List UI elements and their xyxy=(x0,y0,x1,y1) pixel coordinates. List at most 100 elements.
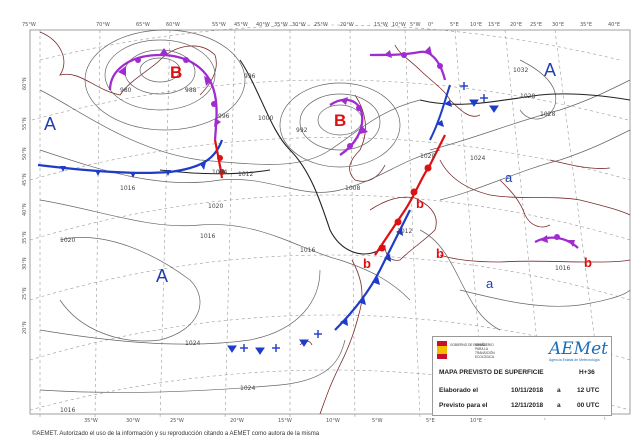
isobar-label: 1012 xyxy=(397,228,412,235)
occluded-front-ne xyxy=(369,46,447,81)
map-info-box: GOBIERNO DE ESPAÑA MINISTERIO PARA LA TR… xyxy=(432,336,612,416)
frontolysis-line xyxy=(227,82,499,355)
valid-date: 12/11/2018 xyxy=(511,402,544,409)
high-pressure-small-2: a xyxy=(486,276,494,291)
low-pressure-small-2: b xyxy=(363,256,371,271)
graticule-label: 55°N xyxy=(22,117,28,130)
low-pressure-small-4: b xyxy=(584,255,592,270)
graticule-label: 25°E xyxy=(530,22,542,28)
graticule-label: 40°W xyxy=(256,22,270,28)
graticule-label: 45°W xyxy=(234,22,248,28)
isobar-label: 996 xyxy=(244,73,256,80)
aemet-logo: AEMet Agencia Estatal de Meteorología xyxy=(543,339,608,365)
graticule-label: 5°W xyxy=(410,22,421,28)
isobar-label: 1016 xyxy=(300,247,315,254)
isobar-label: 1020 xyxy=(420,153,435,160)
high-pressure-west: A xyxy=(44,114,56,134)
lead-time: H+36 xyxy=(579,369,595,376)
high-pressure-northeast: A xyxy=(544,60,556,80)
graticule-label: 40°N xyxy=(22,203,28,216)
graticule-label: 65°W xyxy=(136,22,150,28)
isobar-label: 1000 xyxy=(258,115,273,122)
warm-front-west xyxy=(213,139,225,179)
graticule-label: 15°W xyxy=(278,418,292,424)
isobar-label: 992 xyxy=(296,127,308,134)
isobar-label: 1020 xyxy=(60,237,75,244)
isobar-label: 996 xyxy=(218,113,230,120)
isobar-label: 1028 xyxy=(540,111,555,118)
low-pressure-central: B xyxy=(334,111,346,130)
graticule-label: 55°W xyxy=(212,22,226,28)
isobar-label: 1028 xyxy=(520,93,535,100)
cold-front-iberia xyxy=(334,209,411,331)
aemet-subtitle: Agencia Estatal de Meteorología xyxy=(549,358,600,362)
graticule-label: 20°E xyxy=(510,22,522,28)
graticule-label: 30°W xyxy=(292,22,306,28)
map-title: MAPA PREVISTO DE SUPERFICIE xyxy=(439,369,544,376)
graticule-label: 30°E xyxy=(552,22,564,28)
isobar-label: 1008 xyxy=(345,185,360,192)
isobar-label: 1016 xyxy=(555,265,570,272)
graticule-label: 60°W xyxy=(166,22,180,28)
elaborated-date: 10/11/2018 xyxy=(511,387,544,394)
isobar-label: 1032 xyxy=(513,67,528,74)
low-pressure-small-3: b xyxy=(436,246,444,261)
graticule-label: 20°W xyxy=(230,418,244,424)
graticule-label: 75°W xyxy=(22,22,36,28)
map-frame xyxy=(29,29,631,415)
valid-at: a xyxy=(557,402,561,409)
isobar-label: 1024 xyxy=(240,385,255,392)
high-pressure-small-1: a xyxy=(505,170,513,185)
graticule-label: 25°W xyxy=(170,418,184,424)
graticule-labels-bottom: 35°W 30°W 25°W 20°W 15°W 10°W 5°W 5°E 10°E xyxy=(84,418,482,424)
isobar-label: 980 xyxy=(120,87,132,94)
isobar-label: 1016 xyxy=(60,407,75,414)
graticule-label: 60°N xyxy=(22,77,28,90)
graticule-label: 15°E xyxy=(488,22,500,28)
graticule-label: 50°N xyxy=(22,147,28,160)
elaborated-label: Elaborado el xyxy=(439,387,479,394)
low-pressure-small-1: b xyxy=(416,196,424,211)
graticule-label: 35°W xyxy=(274,22,288,28)
isobar-label: 1024 xyxy=(185,340,200,347)
graticule-label: 35°E xyxy=(580,22,592,28)
graticule-label: 15°W xyxy=(374,22,388,28)
isobar-label: 1012 xyxy=(238,171,253,178)
warm-front-iberia xyxy=(374,134,446,256)
graticule-label: 10°E xyxy=(470,22,482,28)
graticule-label: 10°W xyxy=(392,22,406,28)
graticule-label: 35°N xyxy=(22,231,28,244)
graticule-label: 35°W xyxy=(84,418,98,424)
occluded-front-nw xyxy=(108,48,221,141)
graticule-labels-left: 60°N 55°N 50°N 45°N 40°N 35°N 30°N 25°N 20°N xyxy=(22,77,28,334)
isobar-label: 1004 xyxy=(212,169,227,176)
occluded-front-central xyxy=(329,97,368,156)
isobar-label: 988 xyxy=(185,87,197,94)
low-pressure-northwest: B xyxy=(170,63,182,82)
aemet-logo-text: AEMet xyxy=(549,339,608,359)
copyright-notice: ©AEMET. Autorizado el uso de la informac… xyxy=(32,431,320,437)
graticule-label: 5°E xyxy=(426,418,435,424)
isobar-label: 1016 xyxy=(200,233,215,240)
cold-front-west xyxy=(37,139,224,178)
graticule-label: 20°N xyxy=(22,321,28,334)
isobar-labels: 980 988 996 996 1000 1004 1008 1012 1012… xyxy=(60,67,570,414)
graticule-label: 30°W xyxy=(126,418,140,424)
occluded-front-med xyxy=(534,234,579,249)
government-logo: GOBIERNO DE ESPAÑA MINISTERIO PARA LA TR… xyxy=(437,341,501,359)
isobar-label: 1024 xyxy=(470,155,485,162)
elaborated-at: a xyxy=(557,387,561,394)
isobar-label: 1016 xyxy=(120,185,135,192)
graticule-label: 5°E xyxy=(450,22,459,28)
graticule-label: 0° xyxy=(428,22,434,28)
valid-time: 00 UTC xyxy=(577,402,600,409)
graticule-label: 5°W xyxy=(372,418,383,424)
graticule-label: 25°N xyxy=(22,287,28,300)
graticule-label: 40°E xyxy=(608,22,620,28)
graticule-labels-top: 75°W 70°W 65°W 60°W 55°W 45°W 40°W 35°W 30°W 25°W… xyxy=(22,22,620,28)
isobars xyxy=(39,29,631,393)
cold-front-north xyxy=(429,84,452,141)
graticule-label: 25°W xyxy=(314,22,328,28)
isobar-label: 1020 xyxy=(208,203,223,210)
